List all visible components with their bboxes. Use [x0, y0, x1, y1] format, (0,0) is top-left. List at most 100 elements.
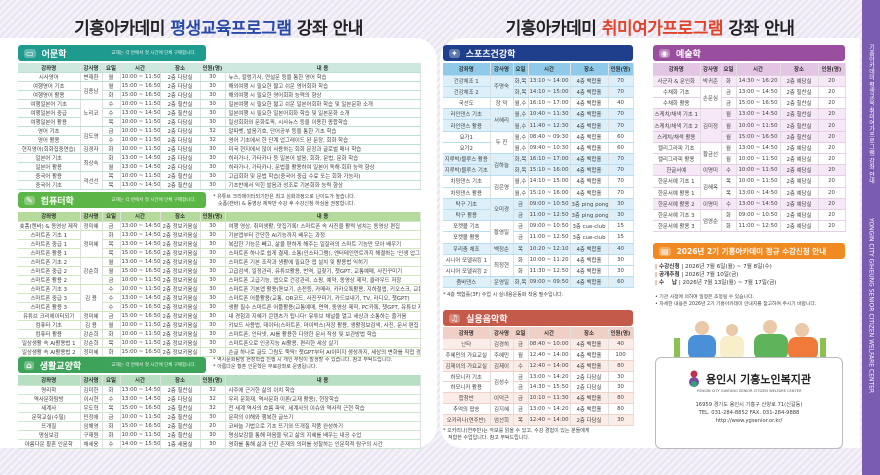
- capacity: 32: [200, 385, 226, 395]
- course-name: 영어 기초: [18, 126, 81, 136]
- column-header-day: 요일: [513, 327, 529, 340]
- course-name: 문학교실(수필): [18, 412, 81, 422]
- day: 금: [513, 198, 529, 210]
- table-row: 하모니카 활용 금 14:30 ~ 15:50 2층 다담실 30: [443, 381, 634, 394]
- time: 15:00 ~ 16:50: [120, 81, 161, 91]
- time: 15:10 ~ 16:00: [528, 187, 571, 199]
- time: 10:00 ~ 11:50: [736, 119, 781, 132]
- capacity: 20: [818, 86, 846, 99]
- capacity: 30: [200, 221, 226, 231]
- capacity: 20: [818, 187, 846, 199]
- instructor: 김경히: [490, 338, 514, 351]
- course-name: 요가2: [443, 142, 491, 155]
- course-name: 추억의 팝송: [443, 403, 491, 415]
- column-header-capacity: 인원(명): [608, 327, 634, 340]
- center-name: 용인시 기흥노인복지관: [705, 373, 812, 386]
- title-highlight: 취미여가프로그램: [601, 19, 724, 39]
- instructor: 김지혜: [490, 403, 514, 415]
- course-name: 시사영어: [18, 72, 81, 82]
- course-name: 김제이의 가요교실: [443, 360, 491, 372]
- capacity: 20: [818, 209, 846, 222]
- registration-info: | 수강신청 | 2026년 7월 6일(월) ~ 7월 8일(수) | 공개추…: [655, 263, 776, 287]
- capacity: 30: [200, 329, 226, 339]
- capacity: 30: [608, 265, 634, 278]
- description: 복잡한 기능은 빼고, 삶을 편하게 해주는 일잘러의 스마트 기능만 모아 배…: [225, 239, 421, 249]
- course-name: 포켓볼 활용: [443, 231, 491, 244]
- location: 4층 백합홀: [570, 119, 609, 132]
- capacity: 30: [200, 275, 226, 285]
- item-label: 수 납: [659, 280, 678, 286]
- course-name: 스마트폰 활용 2: [18, 275, 81, 285]
- description: 스마트폰으로 인공지능 AI활용, 편리한 세상 살기: [225, 338, 421, 348]
- description: 사주에 근거한 삶의 이치 학습: [225, 385, 421, 395]
- capacity: 30: [200, 266, 226, 276]
- table-row: 유튜브 크리에이터되기 정미혜 금 15:00 ~ 16:50 2층 정보키움실 30 내 …: [18, 311, 421, 321]
- center-url[interactable]: http://www.ygsenior.or.kr/: [715, 418, 783, 424]
- capacity: 30: [200, 108, 226, 118]
- location: 2층 힐찬실: [160, 412, 201, 422]
- instructor: 김 용: [80, 320, 103, 330]
- table-row: 한문서예 활용 2 이명미 수 13:00 ~ 14:50 2층 예담실 20: [653, 198, 846, 210]
- column-header-day: 요일: [102, 375, 121, 386]
- capacity: 30: [200, 144, 226, 154]
- location: 2층 힐찬실: [780, 119, 819, 132]
- time: 10:00 ~ 11:50: [120, 135, 161, 145]
- table-row: 명리학 김미헌 화 13:00 ~ 14:50 2층 힐찬실 32 사주에 근거한 삶의 이…: [18, 385, 421, 395]
- day: 월: [102, 266, 121, 276]
- note: 적합한 수업입니다. 참고 부탁드립니다.: [448, 435, 530, 441]
- table-row: 주혜민의 가요교실 주혜민 월 12:40 ~ 14:00 4층 백합홀 100: [443, 349, 634, 361]
- course-name: 요가1: [443, 131, 491, 143]
- day: 금: [513, 392, 529, 405]
- course-name: 건강체조 1: [443, 75, 491, 87]
- day: 금: [513, 381, 529, 394]
- table-row: 스케치/채색 기초 2 월 10:00 ~ 11:50 2층 힐찬실 20: [653, 119, 846, 132]
- note: • 기관 사정에 의하여 일정은 조정될 수 있습니다.: [655, 295, 754, 300]
- capacity: 80: [608, 403, 634, 415]
- capacity: 20: [818, 75, 846, 87]
- description: 명심보감을 통해 마음을 닦고 삶의 지혜를 배우는 내공 수업: [225, 430, 421, 440]
- table-row: 사군자 & 문인화 박귀준 화 14:30 ~ 16:20 2층 예담실 20: [653, 75, 846, 87]
- location: 3층 cue-club: [570, 220, 609, 233]
- table-row: 라인댄스 기초 서혜리 월,수 10:40 ~ 11:30 4층 백합홀 70: [443, 108, 634, 132]
- culture-table: 강좌명 강사명 요일 시간 장소 인원(명) 내 용 명리학 김미헌 화 13:00 ~ 14:50…: [18, 375, 421, 449]
- capacity: 32: [200, 403, 226, 413]
- location: 2층 다담실: [160, 90, 201, 100]
- location: 2층 정보키움실: [160, 329, 201, 339]
- description: 여행 영상, 취미생활, 맛집기록! 스마트폰 속 사진을 활력 넘치는 동영상…: [225, 221, 421, 231]
- description: 손글 하나로 글도 그림도 뚝딱! 챗GPT부터 AI이미지 생성까지, 세상의…: [225, 347, 421, 357]
- location: 2층 예담실: [780, 75, 819, 87]
- capacity: 15: [608, 220, 634, 233]
- time: 13:00 ~ 14:50: [120, 153, 161, 163]
- computer-table: 강좌명 강사명 요일 시간 장소 인원(명) 내 용 숏폼(캔바) & 동영상 제작 정미혜 금 1…: [18, 212, 421, 357]
- day: 월,수: [513, 108, 529, 121]
- course-name: 스마트폰 활용 1: [18, 248, 81, 258]
- capacity: 30: [608, 381, 634, 394]
- day: 월: [721, 131, 737, 143]
- description: 고급검색, 일정관리, 유튜브활용, 번역, 길찾기, 챗GPT, 교통예매, …: [225, 266, 421, 276]
- location: 2층 정보키움실: [160, 302, 201, 312]
- location: 2층 다담실: [160, 135, 201, 145]
- table-row: 세계사 우도혁 목 15:00 ~ 16:50 2층 힐찬실 32 전 세계 역사의 흐름 …: [18, 403, 421, 413]
- center-name-en: YONGIN CITY GIHEUNG SENIOR CITIZEN WELFA…: [696, 389, 802, 393]
- time: 13:00 ~ 14:50: [120, 180, 161, 190]
- day: 화: [102, 430, 121, 440]
- table-row: 국선도 장 덕 월,수 16:10 ~ 17:00 4층 백합홀 40: [443, 97, 634, 110]
- table-header-row: 강좌명 강사명 요일 시간 장소 인원(명) 내 용: [18, 212, 421, 222]
- registration-notes: • 기관 사정에 의하여 일정은 조정될 수 있습니다. • 자세한 내용은 20…: [655, 294, 816, 308]
- location: 2층 정보키움실: [160, 239, 201, 249]
- location: 4층 백합홀: [570, 392, 609, 405]
- capacity: 70: [608, 119, 634, 132]
- table-row: 요가2 월,수 09:40 ~ 10:30 4층 백합홀 60: [443, 142, 634, 155]
- column-header-instructor: 강사명: [80, 375, 103, 386]
- location: 1층 세움실: [160, 439, 201, 449]
- column-header-capacity: 인원(명): [200, 212, 226, 222]
- section-header-music: ♫ 실용음악학: [443, 310, 633, 326]
- capacity: 30: [200, 81, 226, 91]
- section-header-sports: ✦ 스포츠건강학: [443, 45, 633, 61]
- location: 4층 백합홀: [570, 265, 609, 278]
- location: 4층 백합홀: [570, 97, 609, 110]
- instructor: 오미경: [490, 198, 514, 222]
- table-row: 지루박/블루스 활용 김하늘 화,목 16:10 ~ 17:00 4층 백합홀 70: [443, 153, 634, 177]
- music-notes: * 오카리나(연주반)는 악보를 읽을 수 있고, 수강 경험이 있는 분들에게…: [443, 428, 590, 442]
- time: 14:10 ~ 15:00: [528, 175, 571, 188]
